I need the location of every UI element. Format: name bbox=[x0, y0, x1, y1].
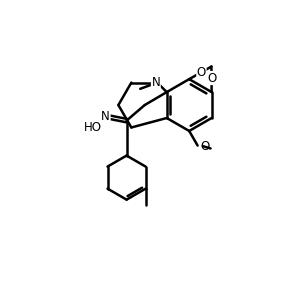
Text: O: O bbox=[201, 140, 210, 153]
Text: N: N bbox=[152, 76, 160, 89]
Text: HO: HO bbox=[84, 120, 102, 134]
Text: O: O bbox=[197, 66, 206, 79]
Text: N: N bbox=[101, 110, 110, 123]
Text: O: O bbox=[207, 71, 216, 84]
